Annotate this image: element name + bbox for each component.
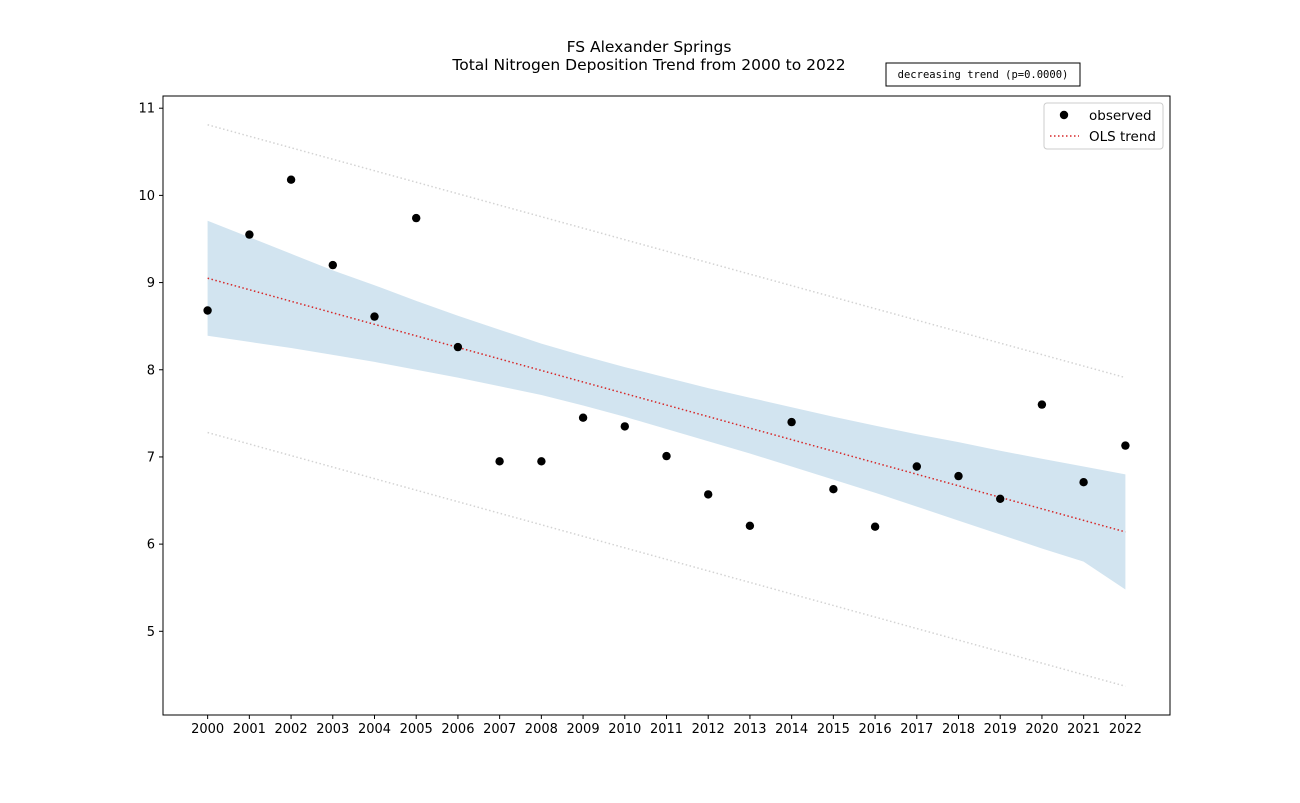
y-tick-label: 7	[147, 450, 155, 465]
observed-point	[829, 485, 837, 493]
plot-area	[203, 125, 1129, 686]
legend-trend-label: OLS trend	[1089, 129, 1156, 145]
observed-point	[704, 490, 712, 498]
x-tick-label: 2019	[984, 722, 1017, 737]
x-tick-label: 2009	[567, 722, 600, 737]
observed-point	[662, 452, 670, 460]
observed-point	[913, 462, 921, 470]
observed-point	[495, 457, 503, 465]
observed-point	[1038, 400, 1046, 408]
observed-point	[1121, 441, 1129, 449]
y-tick-label: 10	[138, 189, 155, 204]
y-tick-label: 5	[147, 625, 155, 640]
legend-observed-marker	[1060, 111, 1068, 119]
observed-point	[871, 523, 879, 531]
observed-point	[370, 312, 378, 320]
x-tick-label: 2017	[900, 722, 933, 737]
observed-point	[412, 214, 420, 222]
observed-point	[245, 230, 253, 238]
x-tick-label: 2003	[316, 722, 349, 737]
x-tick-label: 2006	[441, 722, 474, 737]
legend: observed OLS trend	[1044, 103, 1163, 149]
ols-trend-line	[208, 278, 1126, 532]
y-tick-label: 6	[147, 538, 155, 553]
observed-point	[621, 422, 629, 430]
observed-point	[537, 457, 545, 465]
observed-point	[203, 306, 211, 314]
x-tick-label: 2007	[483, 722, 516, 737]
chart-subtitle: Total Nitrogen Deposition Trend from 200…	[451, 56, 845, 74]
trend-annotation: decreasing trend (p=0.0000)	[898, 69, 1069, 81]
observed-point	[579, 414, 587, 422]
x-tick-label: 2005	[400, 722, 433, 737]
x-tick-label: 2011	[650, 722, 683, 737]
x-tick-label: 2012	[692, 722, 725, 737]
y-tick-label: 9	[147, 276, 155, 291]
x-tick-label: 2001	[233, 722, 266, 737]
x-tick-label: 2002	[275, 722, 308, 737]
observed-point	[746, 522, 754, 530]
x-tick-label: 2008	[525, 722, 558, 737]
legend-observed-label: observed	[1089, 108, 1152, 124]
observed-point	[329, 261, 337, 269]
x-tick-label: 2020	[1025, 722, 1058, 737]
x-tick-label: 2022	[1109, 722, 1142, 737]
trend-annotation-box: decreasing trend (p=0.0000)	[886, 63, 1080, 86]
observed-point	[454, 343, 462, 351]
x-tick-label: 2021	[1067, 722, 1100, 737]
observed-point	[787, 418, 795, 426]
x-tick-label: 2018	[942, 722, 975, 737]
observed-point	[1079, 478, 1087, 486]
x-tick-label: 2000	[191, 722, 224, 737]
x-tick-label: 2015	[817, 722, 850, 737]
x-tick-label: 2010	[608, 722, 641, 737]
x-tick-label: 2013	[733, 722, 766, 737]
x-tick-label: 2004	[358, 722, 391, 737]
x-tick-label: 2014	[775, 722, 808, 737]
chart-title: FS Alexander Springs	[567, 38, 732, 56]
observed-point	[287, 176, 295, 184]
y-tick-label: 11	[138, 102, 155, 117]
observed-point	[954, 472, 962, 480]
x-tick-label: 2016	[859, 722, 892, 737]
observed-point	[996, 495, 1004, 503]
y-tick-label: 8	[147, 363, 155, 378]
